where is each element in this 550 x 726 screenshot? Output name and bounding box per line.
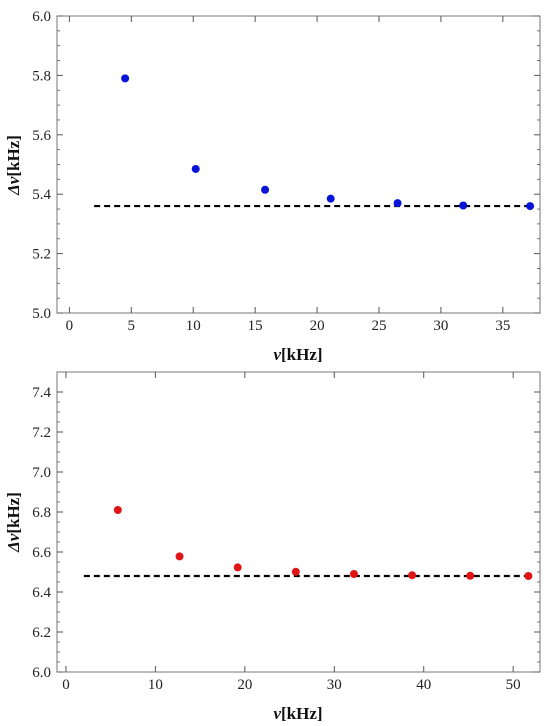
bottom-panel: 0 10 20 30 40 506.06.26.46.66.87.07.27.4 ν[kH… <box>4 371 541 723</box>
top-x-axis-label: ν[kHz] <box>273 345 322 364</box>
bottom-data-point <box>113 506 122 514</box>
bottom-x-axis-unit: [kHz] <box>281 704 323 723</box>
top-x-tick-label: 5 <box>128 318 136 334</box>
top-data-point <box>393 199 402 208</box>
top-y-tick-label: 5.0 <box>32 306 51 322</box>
bottom-data-point <box>175 552 184 561</box>
bottom-x-tick-label: 30 <box>327 677 342 693</box>
bottom-y-axis-symbol: Δν <box>4 533 23 553</box>
bottom-data-points <box>113 506 533 580</box>
top-data-points <box>121 74 535 211</box>
top-x-axis-symbol: ν <box>273 345 281 364</box>
bottom-x-tick-label: 0 <box>62 677 70 693</box>
top-data-point <box>121 74 130 83</box>
top-panel: 0 5 10 15 20 25 30 355.05.25.45.65.86.0 ν[kHz] … <box>4 9 541 364</box>
bottom-y-tick-label: 6.2 <box>32 625 51 641</box>
bottom-y-tick-label: 7.4 <box>32 385 51 401</box>
bottom-y-axis-label: Δν[kHz] <box>4 492 23 553</box>
top-y-tick-label: 5.4 <box>32 187 51 203</box>
bottom-y-tick-label: 7.2 <box>32 425 51 441</box>
bottom-y-tick-label: 6.0 <box>32 665 51 681</box>
top-y-tick-label: 5.2 <box>32 247 51 263</box>
top-x-axis-unit: [kHz] <box>281 345 323 364</box>
bottom-data-point <box>524 572 533 580</box>
bottom-x-tick-label: 20 <box>237 677 252 693</box>
top-data-point <box>459 201 468 210</box>
top-x-tick-label: 0 <box>66 318 74 334</box>
bottom-data-point <box>408 571 417 580</box>
bottom-y-tick-label: 7.0 <box>32 465 51 481</box>
top-y-axis-label: Δν[kHz] <box>4 135 23 196</box>
top-x-tick-label: 15 <box>248 318 263 334</box>
bottom-y-tick-label: 6.6 <box>32 545 51 561</box>
bottom-x-axis-label: ν[kHz] <box>273 704 322 723</box>
top-data-point <box>326 194 335 203</box>
bottom-x-tick-label: 10 <box>148 677 163 693</box>
top-plot-frame <box>56 15 541 314</box>
top-x-tick-label: 35 <box>495 318 510 334</box>
top-y-axis-unit: [kHz] <box>4 135 23 177</box>
bottom-data-point <box>466 571 475 580</box>
top-x-tick-label: 10 <box>186 318 201 334</box>
bottom-x-tick-label: 40 <box>416 677 431 693</box>
top-y-axis-symbol: Δν <box>4 176 23 196</box>
bottom-plot-frame <box>56 371 541 673</box>
bottom-x-axis-symbol: ν <box>273 704 281 723</box>
top-y-tick-label: 5.6 <box>32 128 51 144</box>
top-ticks: 0 5 10 15 20 25 30 35 5.0 5.2 5.4 5.6 5.8 6.0 <box>32 9 540 334</box>
bottom-data-point <box>291 567 300 576</box>
bottom-y-tick-label: 6.4 <box>32 585 51 601</box>
top-x-tick-label: 25 <box>372 318 387 334</box>
bottom-data-point <box>233 563 242 572</box>
bottom-data-point <box>349 570 358 578</box>
bottom-x-tick-label: 50 <box>506 677 521 693</box>
top-y-tick-label: 5.8 <box>32 68 51 84</box>
bottom-y-tick-label: 6.8 <box>32 505 51 521</box>
top-data-point <box>191 164 200 173</box>
top-x-tick-label: 20 <box>310 318 325 334</box>
bottom-ticks: 0 10 20 30 40 50 6.0 6.2 6.4 6.6 6.8 7.0 7.2 7.4 <box>32 372 540 693</box>
bottom-y-axis-unit: [kHz] <box>4 492 23 534</box>
top-y-tick-label: 6.0 <box>32 9 51 25</box>
top-data-point <box>261 185 270 194</box>
top-data-point <box>526 202 535 211</box>
top-x-tick-label: 30 <box>433 318 448 334</box>
